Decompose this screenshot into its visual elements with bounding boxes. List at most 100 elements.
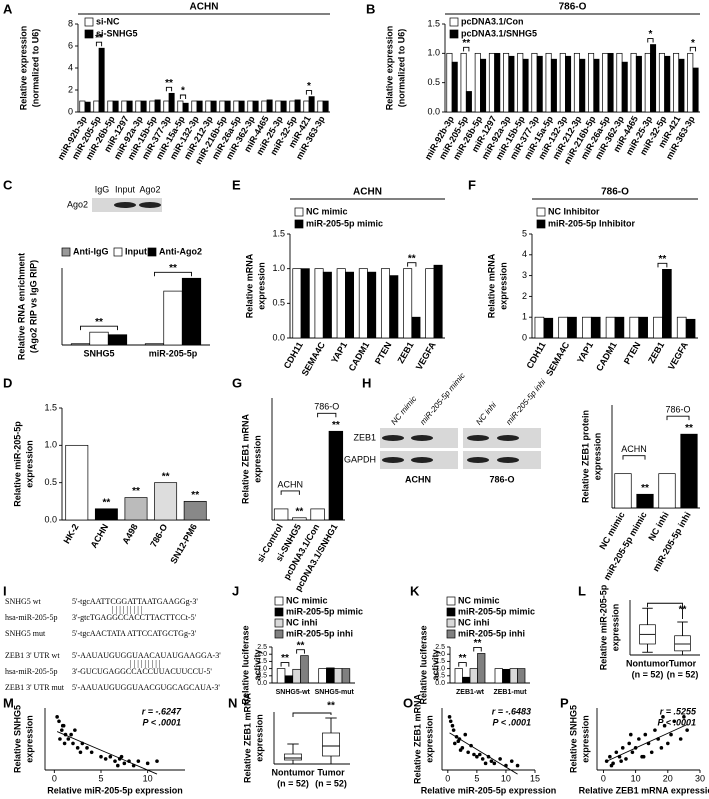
bar: [317, 100, 324, 113]
point: [620, 746, 625, 750]
panel-label: E: [232, 177, 241, 192]
significance-label: **: [281, 653, 289, 664]
point: [71, 741, 75, 746]
sequence-label: ZEB1 3' UTR wt: [5, 651, 60, 660]
bar: [621, 61, 628, 113]
point: [672, 719, 677, 724]
legend-label: miR-205-5p inhi: [286, 628, 353, 638]
point: [55, 715, 59, 719]
bar: [266, 99, 273, 113]
legend-label: si-SNHG5: [96, 28, 138, 38]
y-tick-label: 1.5: [272, 228, 285, 238]
bar: [177, 100, 184, 113]
group-label: 786-O: [314, 402, 339, 412]
significance-label: **: [95, 33, 103, 44]
bar: [508, 55, 515, 113]
point: [682, 715, 686, 719]
legend-label: pcDNA3.1/SNHG5: [461, 28, 537, 38]
legend-swatch: [536, 207, 546, 217]
significance-label: **: [459, 653, 467, 664]
point: [451, 728, 456, 732]
bar: [653, 316, 663, 339]
y-tick-label: 0.0: [257, 680, 267, 687]
point: [614, 750, 619, 755]
y-tick-label: 2.0: [257, 651, 267, 658]
significance-label: **: [685, 423, 693, 434]
blot-band: [467, 435, 489, 441]
y-tick-label: 1: [522, 312, 527, 322]
x-tick-label: 0: [52, 773, 57, 783]
panel-label: G: [232, 375, 242, 390]
panel-label: J: [232, 583, 239, 598]
y-axis-label: Relative expression: [18, 26, 28, 111]
y-axis-label: expression: [24, 440, 34, 488]
y-axis-label: Relative SNHG5: [12, 705, 22, 773]
y-axis-label: Relative mRNA: [244, 253, 254, 318]
blot-column-label: Ago2: [139, 184, 160, 194]
legend-swatch: [449, 29, 459, 39]
bar: [658, 473, 676, 509]
blot-band: [467, 457, 489, 463]
bar: [367, 271, 377, 339]
bar: [602, 52, 609, 113]
y-tick-label: 0.0: [435, 680, 445, 687]
bar: [163, 290, 183, 346]
legend-label: Input: [125, 246, 147, 256]
y-tick-label: 1.5: [427, 18, 440, 28]
bar: [238, 100, 245, 113]
bar: [326, 667, 335, 684]
fit-line: [606, 724, 688, 762]
bar: [289, 100, 296, 113]
blot-column-label: Input: [115, 184, 136, 194]
legend-label: miR-205-5p mimic: [286, 606, 363, 616]
bar: [522, 58, 529, 113]
bar: [224, 100, 231, 113]
y-tick-label: 1.0: [44, 440, 57, 450]
y-axis-label: activity: [252, 649, 262, 680]
bar: [579, 58, 586, 113]
annotation: r = -.6483: [492, 706, 531, 716]
bar: [380, 268, 390, 339]
x-tick-sublabel: (n = 52): [632, 669, 664, 679]
significance-label: **: [169, 263, 177, 274]
bar: [314, 268, 324, 339]
bar: [607, 52, 614, 113]
y-axis-label: Relative mRNA: [486, 253, 496, 318]
point: [113, 759, 117, 763]
panel-label: B: [366, 1, 375, 16]
bar: [341, 668, 351, 684]
legend-swatch: [274, 596, 284, 606]
bar: [280, 100, 287, 113]
annotation: r = -.6247: [142, 706, 182, 716]
x-tick-label: ZEB1-mut: [493, 689, 527, 696]
bar: [517, 668, 526, 684]
significance-label: **: [162, 471, 170, 482]
bar: [93, 100, 100, 113]
point: [57, 719, 61, 724]
significance-label: *: [691, 38, 695, 49]
blot-band: [139, 202, 161, 208]
bar: [318, 668, 327, 684]
x-tick-label: 0: [601, 773, 606, 783]
x-tick-label: Tumor: [317, 767, 345, 777]
y-tick-label: 3: [522, 270, 527, 280]
bar: [517, 52, 524, 113]
panel-label: A: [3, 1, 13, 16]
bar: [534, 316, 545, 339]
y-tick-label: 0: [522, 332, 527, 342]
legend-label: NC Inhibitor: [548, 206, 600, 216]
bar: [70, 343, 91, 346]
significance-label: **: [95, 317, 103, 328]
bar: [673, 52, 680, 113]
significance-bracket: [292, 712, 332, 717]
bar: [469, 668, 478, 684]
y-tick-label: 1.5: [257, 658, 267, 665]
bar: [567, 316, 577, 339]
point: [450, 723, 455, 728]
bar: [205, 100, 212, 113]
y-tick-label: 1.0: [427, 48, 440, 58]
x-tick-label: 20: [663, 773, 673, 783]
y-tick-label: 0.5: [44, 477, 57, 487]
bar: [509, 668, 518, 684]
group-label: ACHN: [621, 444, 647, 454]
